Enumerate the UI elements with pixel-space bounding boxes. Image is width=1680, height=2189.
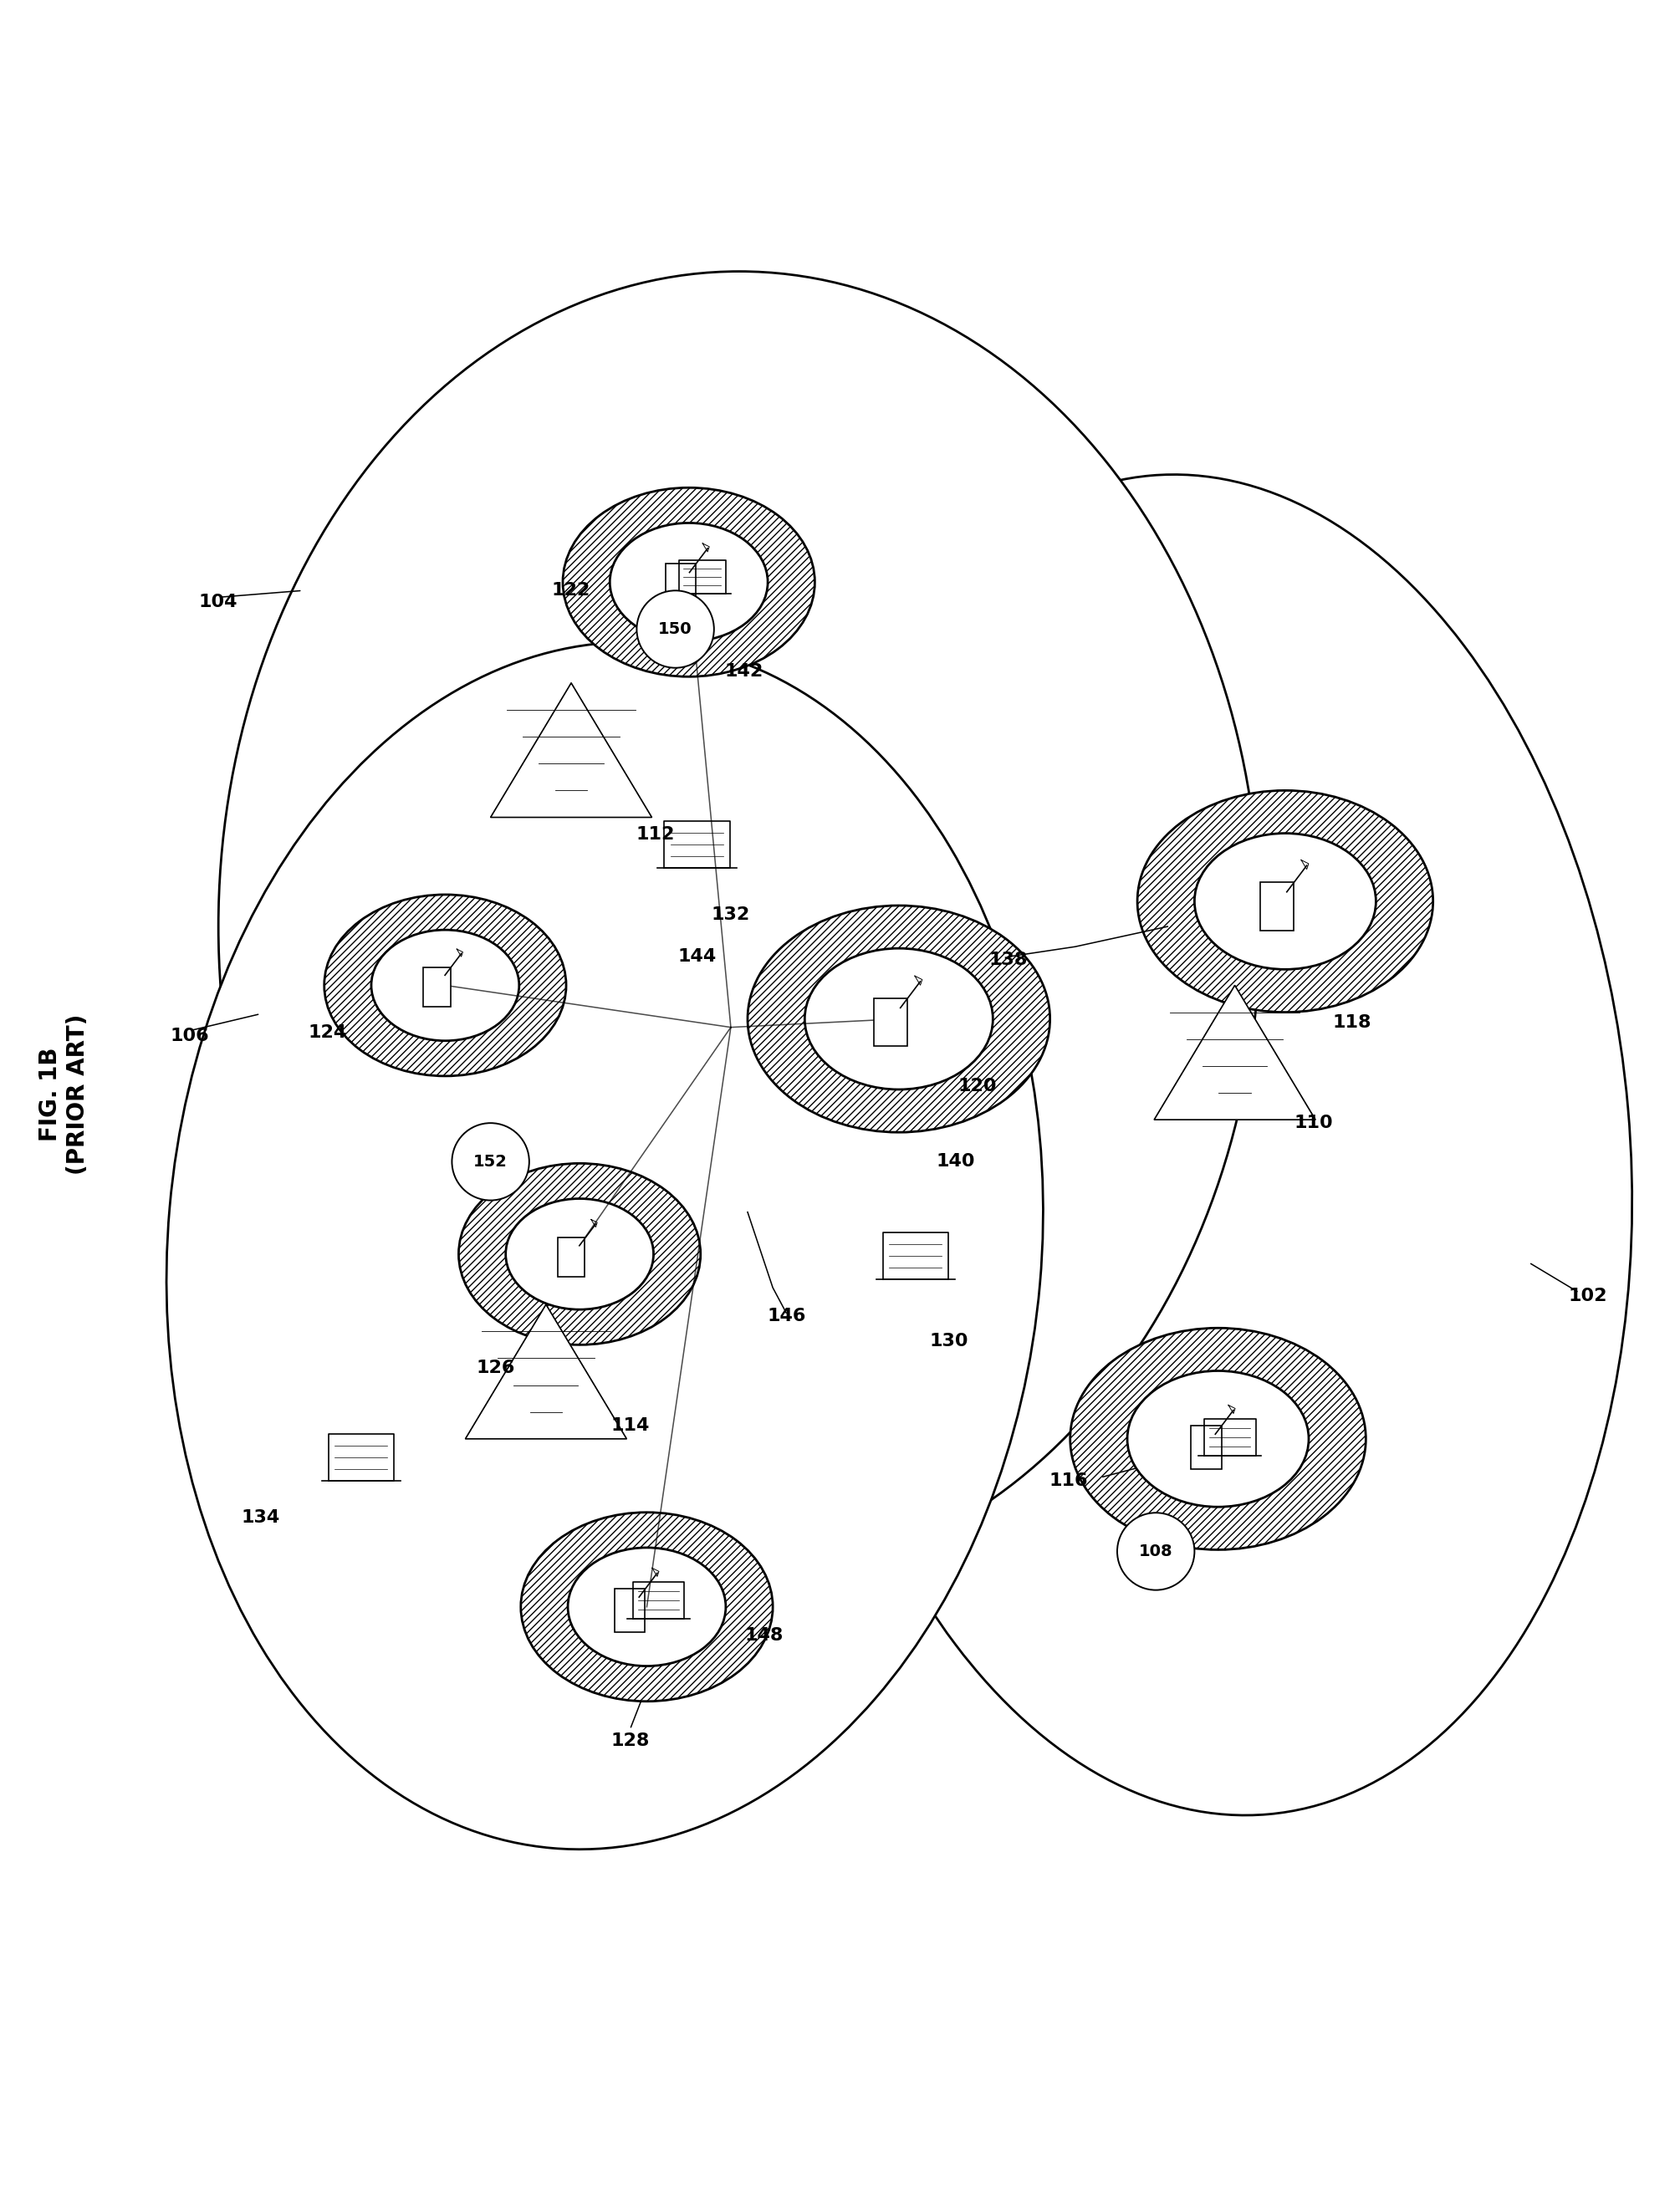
Text: 148: 148: [744, 1626, 785, 1644]
Text: 128: 128: [610, 1734, 650, 1749]
Ellipse shape: [371, 930, 519, 1040]
Text: 118: 118: [1332, 1014, 1373, 1031]
Ellipse shape: [459, 1162, 701, 1344]
Bar: [615, 1589, 645, 1633]
Ellipse shape: [1194, 834, 1376, 970]
Polygon shape: [1154, 985, 1315, 1121]
Text: 150: 150: [659, 622, 692, 637]
Text: 110: 110: [1294, 1114, 1334, 1132]
Text: 126: 126: [475, 1359, 516, 1377]
Bar: [1260, 882, 1294, 930]
Ellipse shape: [166, 641, 1043, 1850]
Ellipse shape: [324, 895, 566, 1077]
Text: 116: 116: [1048, 1473, 1089, 1489]
Text: 144: 144: [677, 948, 717, 965]
Text: 130: 130: [929, 1333, 969, 1351]
Text: 114: 114: [610, 1416, 650, 1434]
Polygon shape: [491, 683, 652, 816]
Ellipse shape: [218, 271, 1260, 1583]
Text: 112: 112: [635, 825, 675, 843]
Circle shape: [452, 1123, 529, 1200]
Text: 124: 124: [307, 1024, 348, 1040]
Bar: [558, 1237, 585, 1276]
Text: 132: 132: [711, 906, 751, 924]
Ellipse shape: [748, 906, 1050, 1132]
Ellipse shape: [1070, 1329, 1366, 1550]
Text: 140: 140: [936, 1154, 976, 1171]
Ellipse shape: [563, 488, 815, 676]
Circle shape: [1117, 1513, 1194, 1589]
Ellipse shape: [805, 948, 993, 1090]
Text: 102: 102: [1567, 1287, 1608, 1305]
Ellipse shape: [568, 1548, 726, 1666]
Text: 142: 142: [724, 663, 764, 679]
Text: 138: 138: [988, 952, 1028, 968]
Bar: [1191, 1425, 1221, 1469]
Polygon shape: [465, 1305, 627, 1438]
Text: 104: 104: [198, 593, 239, 611]
Bar: [874, 998, 907, 1046]
Text: 152: 152: [474, 1154, 507, 1169]
Text: 122: 122: [551, 582, 591, 600]
Ellipse shape: [1127, 1370, 1309, 1506]
Text: FIG. 1B
(PRIOR ART): FIG. 1B (PRIOR ART): [39, 1014, 89, 1175]
Text: 146: 146: [766, 1307, 806, 1324]
Bar: [423, 968, 450, 1007]
Ellipse shape: [788, 475, 1631, 1815]
Text: 134: 134: [240, 1510, 281, 1526]
Circle shape: [637, 591, 714, 668]
Text: 108: 108: [1139, 1543, 1173, 1559]
Ellipse shape: [610, 523, 768, 641]
Ellipse shape: [521, 1513, 773, 1701]
Text: 106: 106: [170, 1027, 210, 1044]
Ellipse shape: [1137, 790, 1433, 1011]
Bar: [665, 565, 696, 606]
Ellipse shape: [506, 1200, 654, 1309]
Text: 120: 120: [958, 1077, 998, 1094]
